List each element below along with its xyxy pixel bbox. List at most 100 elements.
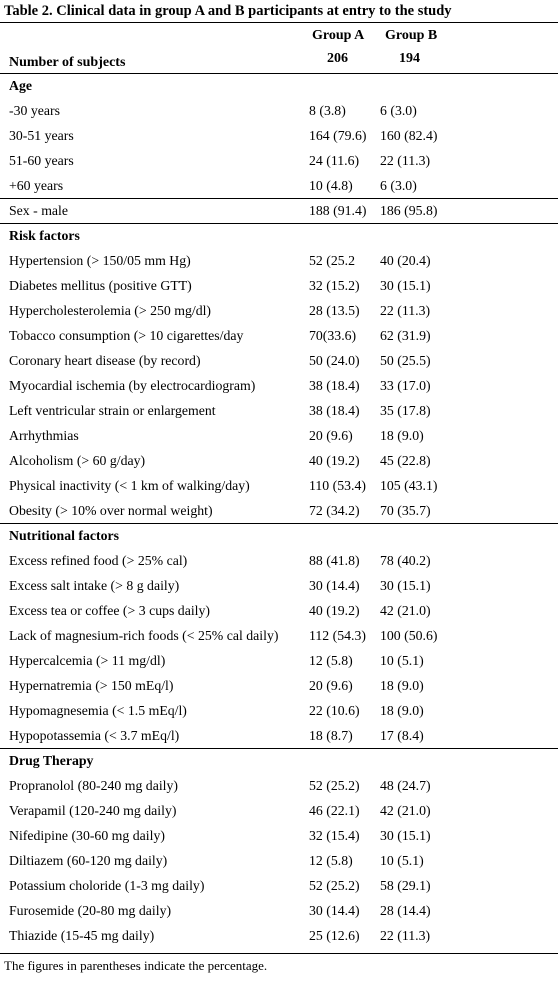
row-label: Physical inactivity (< 1 km of walking/d… — [9, 478, 250, 493]
group-a-value: 8 (3.8) — [309, 103, 346, 118]
table-row: Potassium choloride (1-3 mg daily) 52 (25… — [0, 873, 558, 898]
group-a-value: 52 (25.2 — [309, 253, 355, 268]
subjects-group-b: 194 — [399, 51, 420, 66]
group-b-value: 42 (21.0) — [380, 803, 431, 818]
group-b-value: 18 (9.0) — [380, 703, 424, 718]
top-rule — [0, 22, 558, 23]
table-row: Excess tea or coffee (> 3 cups daily) 40 … — [0, 598, 558, 623]
group-b-value: 78 (40.2) — [380, 553, 431, 568]
row-label: Nifedipine (30-60 mg daily) — [9, 828, 165, 843]
group-b-value: 10 (5.1) — [380, 853, 424, 868]
row-label: Furosemide (20-80 mg daily) — [9, 903, 172, 918]
group-a-value: 22 (10.6) — [309, 703, 360, 718]
row-label: Myocardial ischemia (by electrocardiogra… — [9, 378, 256, 393]
group-b-value: 18 (9.0) — [380, 428, 424, 443]
table-row: Physical inactivity (< 1 km of walking/d… — [0, 473, 558, 498]
group-a-value: 112 (54.3) — [309, 628, 366, 643]
group-a-value: 20 (9.6) — [309, 678, 353, 693]
table-row: Left ventricular strain or enlargement 38… — [0, 398, 558, 423]
row-separator — [0, 748, 558, 749]
group-b-value: 22 (11.3) — [380, 153, 431, 168]
row-label: Lack of magnesium-rich foods (< 25% cal … — [9, 628, 279, 643]
group-a-value: 25 (12.6) — [309, 928, 360, 943]
group-b-value: 58 (29.1) — [380, 878, 431, 893]
table-row: Hypopotassemia (< 3.7 mEq/l) 18 (8.7) 17 (… — [0, 723, 558, 748]
group-b-value: 28 (14.4) — [380, 903, 431, 918]
group-a-value: 32 (15.4) — [309, 828, 360, 843]
table-row: Hypernatremia (> 150 mEq/l) 20 (9.6) 18 (9… — [0, 673, 558, 698]
table-row: Hypomagnesemia (< 1.5 mEq/l) 22 (10.6) 18 … — [0, 698, 558, 723]
table-row: -30 years 8 (3.8) 6 (3.0) — [0, 98, 558, 123]
group-b-value: 70 (35.7) — [380, 503, 431, 518]
row-label: 51-60 years — [9, 153, 74, 168]
group-a-value: 40 (19.2) — [309, 603, 360, 618]
table-row: Sex - male 188 (91.4) 186 (95.8) — [0, 198, 558, 223]
table-row: Propranolol (80-240 mg daily) 52 (25.2) 48… — [0, 773, 558, 798]
section-header: Nutritional factors — [0, 523, 558, 548]
row-label: Hypopotassemia (< 3.7 mEq/l) — [9, 728, 180, 743]
group-b-value: 45 (22.8) — [380, 453, 431, 468]
row-label: Diabetes mellitus (positive GTT) — [9, 278, 192, 293]
table-row: Alcoholism (> 60 g/day) 40 (19.2) 45 (22.8… — [0, 448, 558, 473]
row-separator — [0, 223, 558, 224]
group-b-value: 33 (17.0) — [380, 378, 431, 393]
section-header: Risk factors — [0, 223, 558, 248]
row-label: Hypertension (> 150/05 mm Hg) — [9, 253, 191, 268]
row-label: Sex - male — [9, 203, 69, 218]
group-b-value: 30 (15.1) — [380, 828, 431, 843]
row-label: Verapamil (120-240 mg daily) — [9, 803, 177, 818]
table-row: Lack of magnesium-rich foods (< 25% cal … — [0, 623, 558, 648]
row-separator — [0, 523, 558, 524]
table-row: Nifedipine (30-60 mg daily) 32 (15.4) 30 (… — [0, 823, 558, 848]
group-a-value: 10 (4.8) — [309, 178, 353, 193]
group-a-value: 12 (5.8) — [309, 853, 353, 868]
group-b-value: 30 (15.1) — [380, 578, 431, 593]
table-row: Coronary heart disease (by record) 50 (24… — [0, 348, 558, 373]
row-label: Hypercholesterolemia (> 250 mg/dl) — [9, 303, 212, 318]
section-label: Age — [9, 78, 32, 93]
row-label: Potassium choloride (1-3 mg daily) — [9, 878, 205, 893]
subjects-row: Number of subjects 206 194 — [0, 49, 558, 73]
footnote: The figures in parentheses indicate the … — [4, 958, 268, 973]
group-b-value: 22 (11.3) — [380, 928, 431, 943]
group-b-value: 160 (82.4) — [380, 128, 438, 143]
group-b-value: 186 (95.8) — [380, 203, 438, 218]
group-a-value: 20 (9.6) — [309, 428, 353, 443]
group-a-value: 164 (79.6) — [309, 128, 367, 143]
group-b-value: 35 (17.8) — [380, 403, 431, 418]
group-a-header: Group A — [312, 28, 365, 43]
group-b-value: 22 (11.3) — [380, 303, 431, 318]
table-title: Table 2. Clinical data in group A and B … — [4, 3, 452, 19]
table-row: Hypertension (> 150/05 mm Hg) 52 (25.2 40 … — [0, 248, 558, 273]
table-row: Verapamil (120-240 mg daily) 46 (22.1) 42 … — [0, 798, 558, 823]
group-b-value: 42 (21.0) — [380, 603, 431, 618]
row-label: Excess tea or coffee (> 3 cups daily) — [9, 603, 210, 618]
section-label: Nutritional factors — [9, 528, 119, 543]
group-a-value: 52 (25.2) — [309, 878, 360, 893]
row-label: Hypernatremia (> 150 mEq/l) — [9, 678, 174, 693]
group-b-value: 40 (20.4) — [380, 253, 431, 268]
row-label: Hypomagnesemia (< 1.5 mEq/l) — [9, 703, 187, 718]
table-row: +60 years 10 (4.8) 6 (3.0) — [0, 173, 558, 198]
table-row: 30-51 years 164 (79.6) 160 (82.4) — [0, 123, 558, 148]
group-a-value: 38 (18.4) — [309, 378, 360, 393]
table-row: 51-60 years 24 (11.6) 22 (11.3) — [0, 148, 558, 173]
row-label: Excess refined food (> 25% cal) — [9, 553, 188, 568]
group-b-value: 50 (25.5) — [380, 353, 431, 368]
row-separator — [0, 198, 558, 199]
table-row: Obesity (> 10% over normal weight) 72 (34… — [0, 498, 558, 523]
section-header: Age — [0, 73, 558, 98]
group-a-value: 30 (14.4) — [309, 578, 360, 593]
group-a-value: 188 (91.4) — [309, 203, 367, 218]
row-label: Alcoholism (> 60 g/day) — [9, 453, 146, 468]
group-b-value: 48 (24.7) — [380, 778, 431, 793]
row-label: Left ventricular strain or enlargement — [9, 403, 216, 418]
row-label: Tobacco consumption (> 10 cigarettes/day — [9, 328, 244, 343]
table-row: Excess refined food (> 25% cal) 88 (41.8)… — [0, 548, 558, 573]
table-row: Furosemide (20-80 mg daily) 30 (14.4) 28 (… — [0, 898, 558, 923]
table-row: Myocardial ischemia (by electrocardiogra… — [0, 373, 558, 398]
row-label: 30-51 years — [9, 128, 74, 143]
group-a-value: 32 (15.2) — [309, 278, 360, 293]
subjects-group-a: 206 — [327, 51, 348, 66]
group-a-value: 30 (14.4) — [309, 903, 360, 918]
